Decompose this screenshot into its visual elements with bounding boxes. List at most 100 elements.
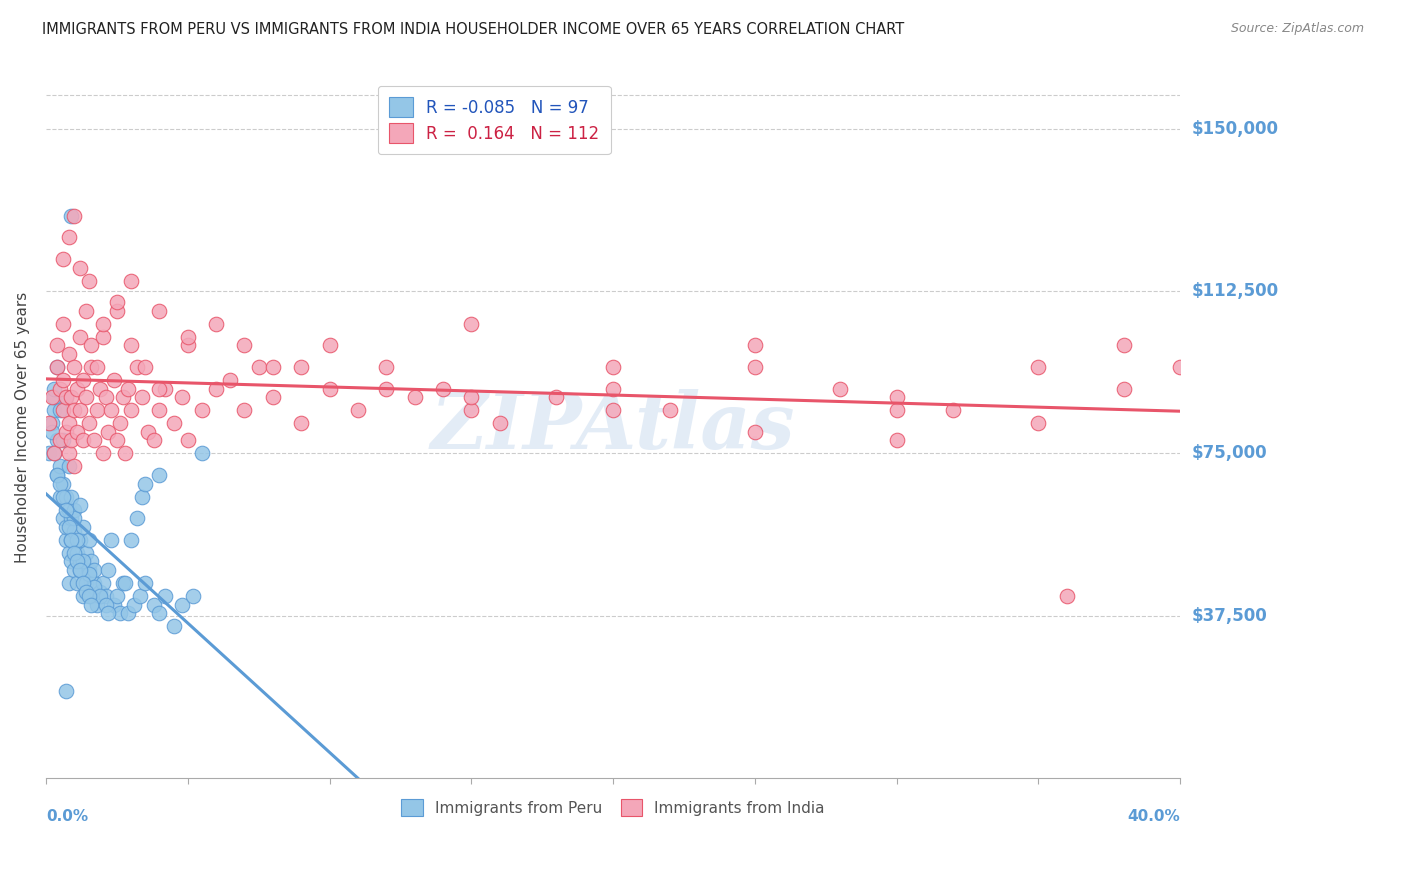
Point	[66, 425, 89, 439]
Point	[66, 382, 89, 396]
Point	[41, 416, 63, 430]
Point	[38, 446, 60, 460]
Point	[75, 303, 97, 318]
Point	[63, 209, 86, 223]
Point	[83, 581, 105, 595]
Point	[91, 317, 114, 331]
Point	[63, 524, 86, 539]
Point	[103, 373, 125, 387]
Point	[233, 338, 256, 352]
Point	[125, 359, 148, 374]
Point	[128, 589, 150, 603]
Point	[55, 390, 77, 404]
Point	[77, 589, 100, 603]
Point	[69, 554, 91, 568]
Point	[828, 382, 851, 396]
Point	[69, 563, 91, 577]
Text: IMMIGRANTS FROM PERU VS IMMIGRANTS FROM INDIA HOUSEHOLDER INCOME OVER 65 YEARS C: IMMIGRANTS FROM PERU VS IMMIGRANTS FROM …	[42, 22, 904, 37]
Point	[318, 338, 340, 352]
Text: $112,500: $112,500	[1191, 283, 1278, 301]
Text: 40.0%: 40.0%	[1128, 809, 1180, 824]
Point	[172, 598, 194, 612]
Point	[191, 446, 214, 460]
Point	[77, 567, 100, 582]
Point	[105, 434, 128, 448]
Point	[142, 434, 165, 448]
Point	[49, 403, 72, 417]
Point	[46, 468, 69, 483]
Point	[46, 359, 69, 374]
Point	[58, 576, 80, 591]
Point	[75, 390, 97, 404]
Point	[69, 403, 91, 417]
Point	[290, 416, 312, 430]
Point	[52, 373, 75, 387]
Point	[52, 403, 75, 417]
Point	[63, 359, 86, 374]
Point	[162, 416, 184, 430]
Point	[91, 576, 114, 591]
Point	[58, 230, 80, 244]
Point	[177, 330, 200, 344]
Point	[114, 446, 136, 460]
Point	[1056, 589, 1078, 603]
Point	[52, 317, 75, 331]
Point	[262, 359, 284, 374]
Point	[1112, 338, 1135, 352]
Point	[148, 607, 170, 621]
Point	[111, 390, 134, 404]
Point	[460, 317, 482, 331]
Point	[63, 511, 86, 525]
Point	[162, 619, 184, 633]
Point	[60, 390, 83, 404]
Point	[75, 576, 97, 591]
Point	[66, 576, 89, 591]
Point	[49, 434, 72, 448]
Point	[86, 359, 108, 374]
Point	[131, 390, 153, 404]
Point	[44, 390, 66, 404]
Point	[89, 382, 111, 396]
Point	[44, 446, 66, 460]
Point	[94, 390, 117, 404]
Point	[347, 403, 370, 417]
Legend: Immigrants from Peru, Immigrants from India: Immigrants from Peru, Immigrants from In…	[395, 793, 831, 822]
Point	[134, 576, 156, 591]
Point	[134, 476, 156, 491]
Point	[1112, 382, 1135, 396]
Point	[58, 446, 80, 460]
Point	[49, 490, 72, 504]
Point	[86, 403, 108, 417]
Point	[60, 434, 83, 448]
Point	[658, 403, 681, 417]
Point	[77, 533, 100, 547]
Point	[153, 382, 176, 396]
Point	[1028, 359, 1050, 374]
Point	[744, 425, 766, 439]
Point	[55, 684, 77, 698]
Point	[148, 382, 170, 396]
Point	[105, 295, 128, 310]
Point	[60, 209, 83, 223]
Point	[58, 459, 80, 474]
Point	[83, 434, 105, 448]
Point	[46, 338, 69, 352]
Point	[75, 546, 97, 560]
Point	[77, 274, 100, 288]
Point	[52, 434, 75, 448]
Point	[91, 446, 114, 460]
Point	[100, 533, 122, 547]
Point	[46, 434, 69, 448]
Point	[60, 554, 83, 568]
Point	[488, 416, 510, 430]
Point	[80, 598, 103, 612]
Point	[233, 403, 256, 417]
Point	[55, 502, 77, 516]
Point	[83, 576, 105, 591]
Point	[183, 589, 205, 603]
Point	[105, 303, 128, 318]
Point	[52, 476, 75, 491]
Point	[66, 546, 89, 560]
Point	[66, 533, 89, 547]
Point	[63, 546, 86, 560]
